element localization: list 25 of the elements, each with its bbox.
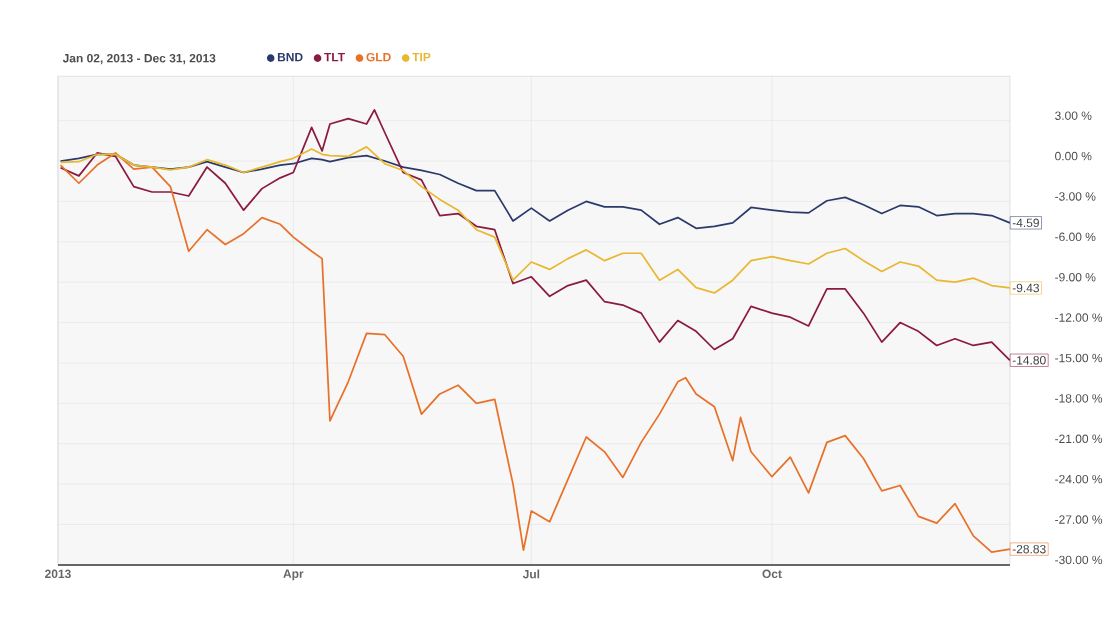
y-tick-label: -27.00 % bbox=[1055, 515, 1103, 524]
y-tick-label: -6.00 % bbox=[1055, 232, 1096, 242]
x-tick-label: Apr bbox=[283, 569, 304, 581]
legend-label: TIP bbox=[412, 53, 431, 62]
x-tick-label: Oct bbox=[762, 569, 782, 579]
y-tick-label: -9.00 % bbox=[1055, 273, 1096, 282]
y-tick-label: 3.00 % bbox=[1055, 111, 1092, 121]
y-tick-label: -24.00 % bbox=[1055, 475, 1103, 484]
legend-label: TLT bbox=[324, 53, 345, 62]
legend-label: GLD bbox=[366, 53, 391, 62]
y-tick-label: 0.00 % bbox=[1055, 151, 1092, 161]
y-tick-label: -12.00 % bbox=[1055, 313, 1103, 322]
annotation: -14.80 bbox=[1012, 356, 1046, 365]
x-tick-label: Jul bbox=[522, 569, 540, 579]
legend-label: BND bbox=[277, 53, 303, 62]
annotation: -28.83 bbox=[1012, 544, 1046, 554]
x-tick-label: 2013 bbox=[45, 569, 71, 579]
chart-title: Jan 02, 2013 - Dec 31, 2013 bbox=[62, 54, 216, 65]
y-tick-label: -3.00 % bbox=[1055, 192, 1096, 201]
y-tick-label: -21.00 % bbox=[1055, 434, 1103, 444]
annotation: -9.43 bbox=[1012, 283, 1039, 293]
annotation: -4.59 bbox=[1012, 218, 1039, 228]
y-tick-label: -30.00 % bbox=[1055, 555, 1103, 565]
y-tick-label: -18.00 % bbox=[1055, 394, 1103, 403]
y-tick-label: -15.00 % bbox=[1055, 353, 1103, 363]
